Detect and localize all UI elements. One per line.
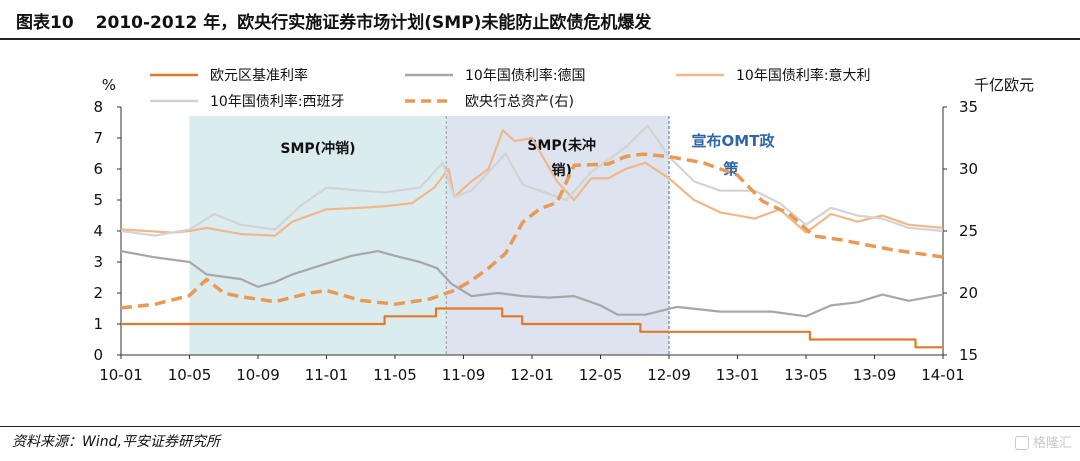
x-tick-label: 12-01 bbox=[510, 366, 554, 384]
x-tick-label: 11-09 bbox=[442, 366, 486, 384]
legend-label-3: 10年国债利率:意大利 bbox=[736, 67, 871, 84]
watermark: 格隆汇 bbox=[1014, 432, 1072, 451]
left-tick-label: 8 bbox=[93, 98, 103, 116]
series-line-1 bbox=[121, 307, 943, 349]
region-label-unsterilized-line2: 销) bbox=[551, 162, 571, 179]
right-tick-label: 15 bbox=[959, 346, 978, 364]
left-axis-unit: % bbox=[102, 76, 116, 94]
x-tick-label: 11-01 bbox=[305, 366, 349, 384]
x-tick-label: 14-01 bbox=[921, 366, 965, 384]
left-tick-label: 7 bbox=[93, 129, 103, 147]
left-tick-label: 6 bbox=[93, 160, 103, 178]
right-tick-label: 25 bbox=[959, 222, 978, 240]
watermark-text: 格隆汇 bbox=[1032, 436, 1072, 451]
omt-annotation-line1: 宣布OMT政 bbox=[692, 132, 776, 150]
x-tick-label: 13-09 bbox=[853, 366, 897, 384]
x-tick-label: 11-05 bbox=[373, 366, 417, 384]
figure-title-text: 2010-2012 年，欧央行实施证券市场计划(SMP)未能防止欧债危机爆发 bbox=[95, 13, 652, 33]
x-tick-label: 10-05 bbox=[168, 366, 212, 384]
x-tick-label: 12-09 bbox=[647, 366, 691, 384]
series-line-2 bbox=[120, 250, 944, 318]
legend-label-5: 欧央行总资产(右) bbox=[465, 94, 574, 110]
legend-label-4: 10年国债利率:西班牙 bbox=[210, 93, 345, 110]
legend-label-2: 10年国债利率:德国 bbox=[465, 67, 586, 84]
legend-label-1: 欧元区基准利率 bbox=[210, 67, 308, 84]
shaded-region-1 bbox=[189, 116, 447, 355]
series-line-3 bbox=[120, 129, 944, 237]
x-tick-label: 10-01 bbox=[99, 366, 143, 384]
figure-label: 图表10 bbox=[16, 13, 74, 33]
left-tick-label: 3 bbox=[93, 253, 103, 271]
x-tick-label: 12-05 bbox=[579, 366, 623, 384]
right-tick-label: 35 bbox=[959, 98, 978, 116]
x-tick-label: 10-09 bbox=[236, 366, 280, 384]
x-tick-label: 13-01 bbox=[716, 366, 760, 384]
right-tick-label: 20 bbox=[959, 284, 978, 302]
footer-divider bbox=[0, 426, 1080, 427]
right-tick-label: 30 bbox=[959, 160, 978, 178]
x-tick-label: 13-05 bbox=[784, 366, 828, 384]
watermark-logo-icon bbox=[1014, 436, 1029, 450]
left-tick-label: 4 bbox=[93, 222, 103, 240]
title-divider bbox=[0, 38, 1080, 40]
left-tick-label: 0 bbox=[93, 346, 103, 364]
omt-annotation-line2: 策 bbox=[722, 160, 739, 178]
figure-title: 图表10 2010-2012 年，欧央行实施证券市场计划(SMP)未能防止欧债危机… bbox=[12, 8, 651, 33]
source-note: 资料来源：Wind,平安证券研究所 bbox=[12, 434, 220, 450]
right-axis-unit: 千亿欧元 bbox=[974, 76, 1034, 94]
left-tick-label: 2 bbox=[93, 284, 103, 302]
region-label-unsterilized-line1: SMP(未冲 bbox=[527, 137, 596, 154]
series-line-4 bbox=[120, 124, 944, 237]
left-tick-label: 5 bbox=[93, 191, 103, 209]
region-label-sterilized: SMP(冲销) bbox=[280, 140, 355, 157]
left-tick-label: 1 bbox=[93, 315, 103, 333]
series-line-5 bbox=[120, 152, 944, 310]
